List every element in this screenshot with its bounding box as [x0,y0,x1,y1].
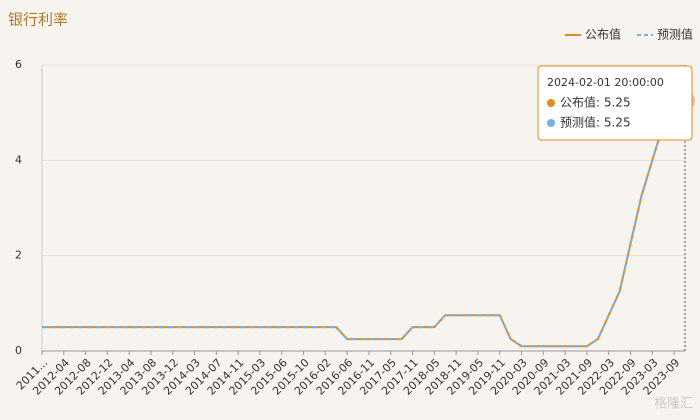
line-series [42,86,686,348]
tooltip-dot [547,119,555,127]
tooltip-dot [547,99,555,107]
legend-label: 预测值 [657,27,693,42]
tooltip-row: 公布值: 5.25 [560,95,631,110]
tooltip-box [537,65,693,141]
y-tick-label: 0 [15,344,22,357]
chart-title: 银行利率 [8,11,68,29]
y-tick-label: 4 [15,153,22,166]
watermark: 格隆汇 [654,396,693,412]
legend-label: 公布值 [585,27,621,42]
y-tick-label: 2 [15,249,22,262]
tooltip-row: 预测值: 5.25 [560,115,631,130]
tooltip-title: 2024-02-01 20:00:00 [547,76,664,89]
y-tick-label: 6 [15,58,22,71]
